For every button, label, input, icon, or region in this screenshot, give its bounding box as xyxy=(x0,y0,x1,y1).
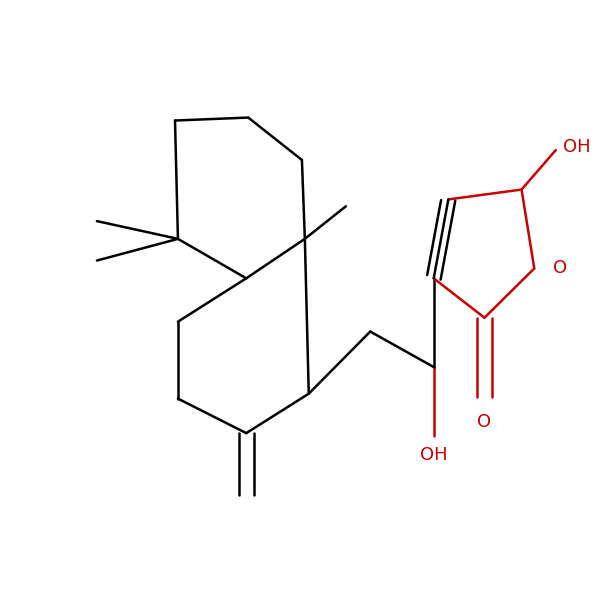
Text: O: O xyxy=(553,259,567,277)
Text: O: O xyxy=(478,413,491,431)
Text: OH: OH xyxy=(563,138,590,156)
Text: OH: OH xyxy=(420,446,448,464)
